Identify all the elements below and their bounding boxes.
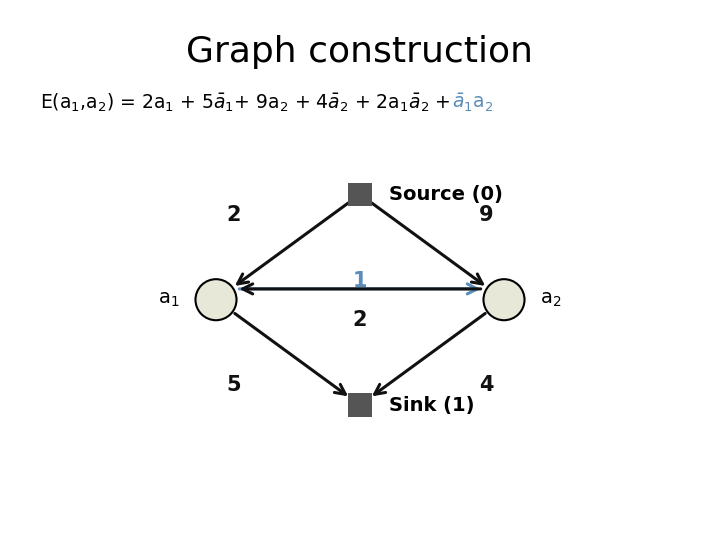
Text: 4: 4 xyxy=(479,375,493,395)
Text: Sink (1): Sink (1) xyxy=(389,395,474,415)
Text: 2: 2 xyxy=(353,310,367,330)
Text: a$_1$: a$_1$ xyxy=(158,290,180,309)
Text: 9: 9 xyxy=(479,205,493,225)
Text: 2: 2 xyxy=(227,205,241,225)
Text: $\bar{a}_1$a$_2$: $\bar{a}_1$a$_2$ xyxy=(452,91,494,114)
Ellipse shape xyxy=(196,279,236,320)
FancyBboxPatch shape xyxy=(348,183,372,206)
FancyBboxPatch shape xyxy=(348,393,372,417)
Text: a$_2$: a$_2$ xyxy=(540,290,562,309)
Text: 5: 5 xyxy=(227,375,241,395)
Text: Source (0): Source (0) xyxy=(389,185,503,204)
Text: Graph construction: Graph construction xyxy=(186,35,534,69)
Text: 1: 1 xyxy=(353,271,367,291)
Text: E(a$_1$,a$_2$) = 2a$_1$ + 5$\bar{a}_1$+ 9a$_2$ + 4$\bar{a}_2$ + 2a$_1$$\bar{a}_2: E(a$_1$,a$_2$) = 2a$_1$ + 5$\bar{a}_1$+ … xyxy=(40,91,452,114)
Ellipse shape xyxy=(484,279,524,320)
